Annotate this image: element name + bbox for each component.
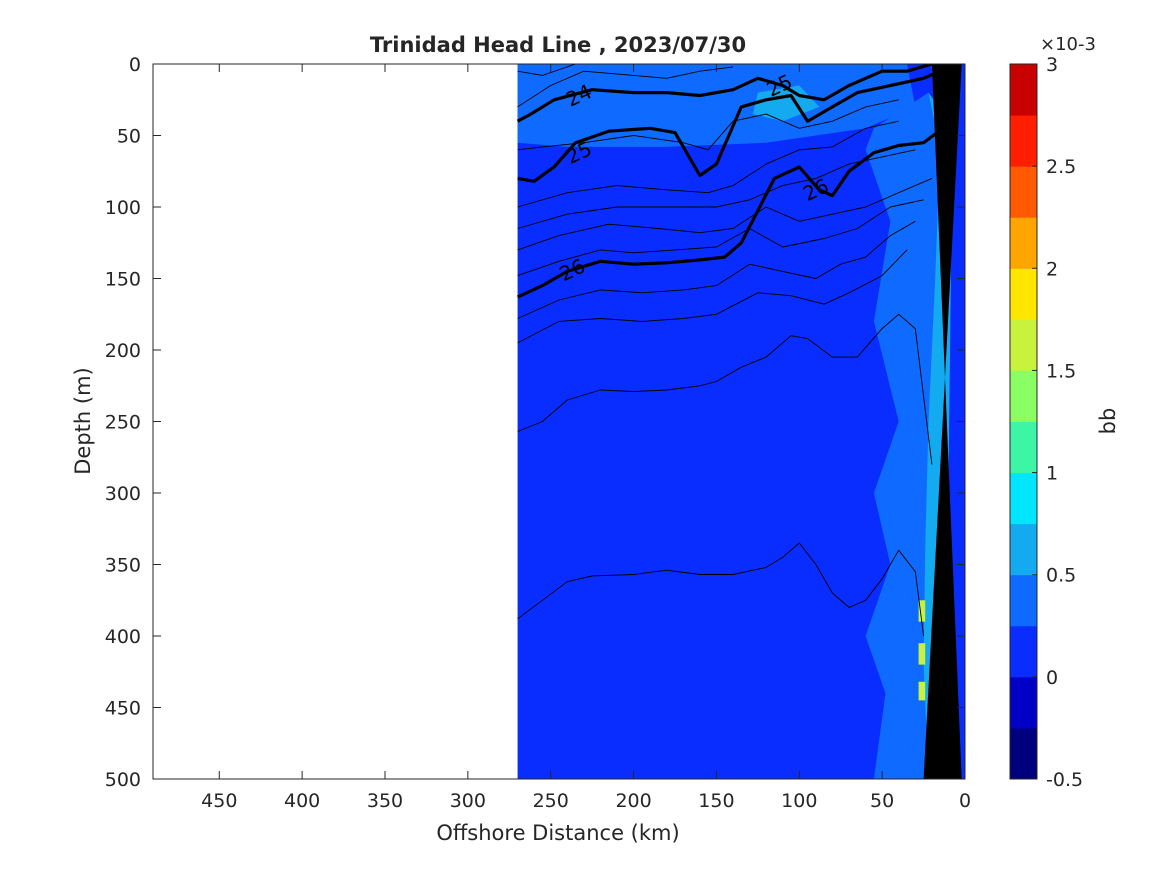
x-tick-label: 350	[367, 790, 403, 812]
colorbar-tick-label: -0.5	[1046, 769, 1083, 791]
isopycnal-25	[517, 69, 941, 183]
isopycnal-minor	[517, 542, 925, 637]
isopycnal-minor	[517, 149, 916, 229]
colorbar-tick-label: 0	[1046, 667, 1058, 689]
y-tick-label: 350	[105, 555, 141, 577]
y-tick-label: 250	[105, 412, 141, 434]
x-tick-label: 450	[201, 790, 237, 812]
colorbar-tick-label: 2	[1046, 258, 1058, 280]
chart-title: Trinidad Head Line , 2023/07/30	[370, 33, 746, 57]
bb-patch	[517, 64, 916, 147]
y-tick-label: 100	[105, 197, 141, 219]
colorbar-segment	[1010, 319, 1037, 371]
isopycnal-26	[516, 122, 950, 299]
colorbar-segment	[1010, 268, 1037, 320]
isopycnal-minor	[517, 220, 916, 319]
x-tick-label: 400	[284, 790, 320, 812]
y-tick-label: 0	[129, 54, 141, 76]
x-tick-label: 300	[450, 790, 486, 812]
x-tick-label: 200	[615, 790, 651, 812]
x-tick-label: 250	[533, 790, 569, 812]
y-axis-label: Depth (m)	[71, 367, 95, 474]
isopycnal-minor	[517, 177, 933, 251]
colorbar-segment	[1010, 574, 1037, 627]
colorbar-frame	[1009, 63, 1038, 780]
x-axis-label: Offshore Distance (km)	[436, 821, 679, 845]
colorbar-segment	[1010, 115, 1037, 167]
colorbar-exponent: ×10-3	[1040, 34, 1096, 55]
colorbar-segment	[1010, 421, 1037, 474]
isopycnal-minor	[517, 313, 933, 465]
isopycnal-minor	[517, 199, 924, 277]
bathymetry-seafloor	[923, 64, 962, 779]
y-tick-label: 200	[105, 340, 141, 362]
x-tick-label: 50	[870, 790, 894, 812]
y-tick-label: 400	[105, 626, 141, 648]
colorbar-segment	[1010, 370, 1037, 422]
y-axis: 0 50 100 150 200 250 300 350 400 450 500	[105, 54, 965, 791]
colorbar-segment	[1010, 727, 1037, 780]
y-tick-label: 500	[105, 769, 141, 791]
y-tick-label: 150	[105, 269, 141, 291]
colorbar-tick-label: 0.5	[1046, 565, 1076, 587]
colorbar: -0.5 0 0.5 1 1.5 2 2.5 3	[1009, 54, 1083, 791]
bb-patch	[918, 643, 926, 665]
colorbar-segment	[1010, 166, 1037, 218]
isopycnal-minor	[517, 64, 576, 76]
y-tick-label: 50	[117, 126, 141, 148]
x-tick-label: 0	[959, 790, 971, 812]
isopycnal-minor	[517, 66, 734, 108]
colorbar-segment	[1010, 523, 1037, 576]
x-axis: 450 400 350 300 250 200 150 100 50 0	[201, 64, 971, 812]
colorbar-tick-label: 1.5	[1046, 360, 1076, 382]
colorbar-segment	[1010, 217, 1037, 269]
x-tick-label: 150	[698, 790, 734, 812]
isopycnal-24	[516, 64, 933, 123]
colorbar-tick-label: 1	[1046, 463, 1058, 485]
colorbar-segment	[1010, 676, 1037, 729]
colorbar-segment	[1010, 64, 1037, 116]
colorbar-tick-label: 3	[1046, 54, 1058, 76]
y-tick-label: 450	[105, 698, 141, 720]
colorbar-segment	[1010, 625, 1037, 678]
bb-patch	[918, 681, 926, 701]
y-tick-label: 300	[105, 483, 141, 505]
bb-patch	[918, 600, 926, 622]
isopycnal-minor	[517, 120, 899, 208]
isopycnal-minor	[517, 249, 908, 344]
colorbar-label: bb	[1096, 408, 1120, 435]
x-tick-label: 100	[781, 790, 817, 812]
isopycnal-minor	[517, 99, 899, 151]
colorbar-tick-label: 2.5	[1046, 156, 1076, 178]
colorbar-segment	[1010, 472, 1037, 525]
isopycnal-contours	[516, 64, 950, 637]
